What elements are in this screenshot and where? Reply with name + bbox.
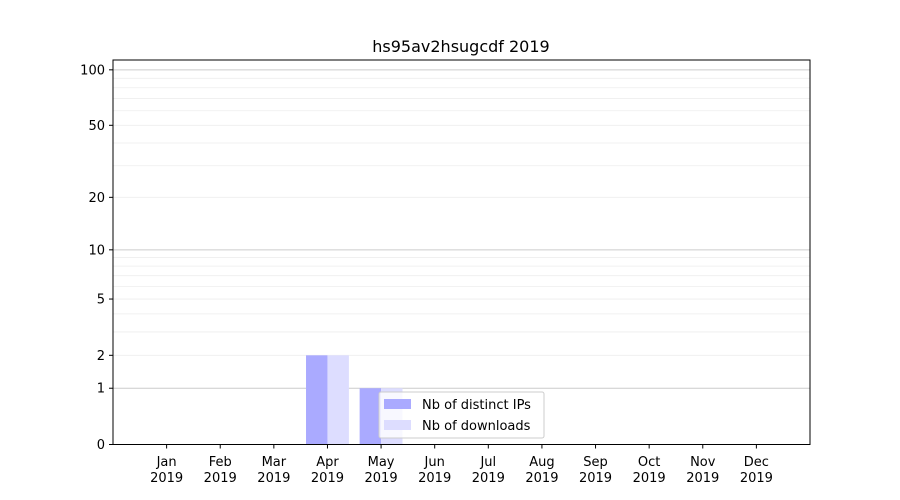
y-tick-label: 0 <box>97 438 105 453</box>
y-tick-label: 20 <box>88 191 105 206</box>
x-tick-label: Jun 2019 <box>418 455 451 486</box>
y-tick-label: 10 <box>88 243 105 258</box>
x-tick-label: May 2019 <box>365 455 398 486</box>
y-tick-label: 50 <box>88 119 105 134</box>
bar-ips-apr <box>306 355 328 445</box>
x-axis: Jan 2019 Feb 2019 Mar 2019 Apr 2019 May 2019 Jun 20… <box>150 444 773 486</box>
legend-box <box>378 391 545 439</box>
legend-swatch-downloads <box>384 420 411 430</box>
x-tick-label: Dec 2019 <box>740 455 773 486</box>
y-tick-label: 2 <box>97 349 105 364</box>
y-tick-label: 1 <box>97 382 105 397</box>
bar-ips-may <box>359 388 382 445</box>
x-tick-label: Nov 2019 <box>686 455 719 486</box>
legend-swatch-ips <box>384 399 411 409</box>
chart-title: hs95av2hsugcdf 2019 <box>372 37 549 56</box>
axes-frame <box>112 59 811 445</box>
legend-label-downloads: Nb of downloads <box>422 419 531 434</box>
x-tick-label: Mar 2019 <box>257 455 290 486</box>
grid <box>113 69 810 389</box>
x-tick-label: Jul 2019 <box>472 455 505 486</box>
x-tick-label: Aug 2019 <box>525 455 558 486</box>
y-tick-label: 100 <box>80 63 105 78</box>
y-tick-label: 5 <box>97 293 105 308</box>
y-axis: 0 1 2 5 10 20 50 100 <box>80 63 113 453</box>
legend: Nb of distinct IPs Nb of downloads <box>378 391 545 439</box>
x-tick-label: Feb 2019 <box>204 455 237 486</box>
x-tick-label: Oct 2019 <box>633 455 666 486</box>
x-tick-label: Sep 2019 <box>579 455 612 486</box>
x-tick-label: Jan 2019 <box>150 455 183 486</box>
x-tick-label: Apr 2019 <box>311 455 344 486</box>
legend-label-ips: Nb of distinct IPs <box>422 398 531 413</box>
bar-downloads-apr <box>327 355 349 445</box>
